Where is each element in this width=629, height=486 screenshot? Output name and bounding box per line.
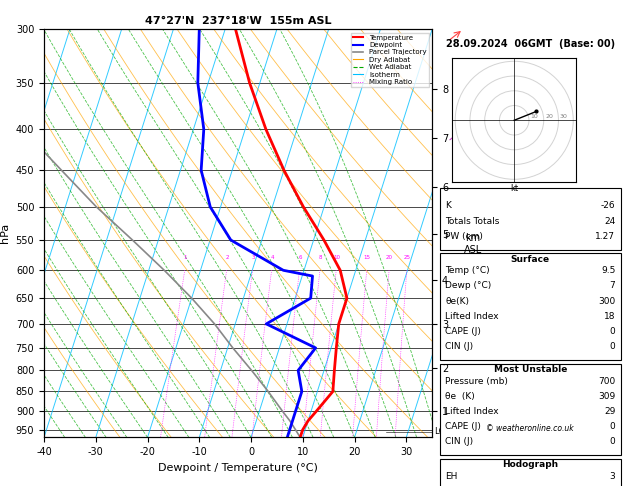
FancyBboxPatch shape <box>440 459 621 486</box>
Text: θe  (K): θe (K) <box>445 392 475 400</box>
Text: 0: 0 <box>610 327 615 336</box>
Legend: Temperature, Dewpoint, Parcel Trajectory, Dry Adiabat, Wet Adiabat, Isotherm, Mi: Temperature, Dewpoint, Parcel Trajectory… <box>351 33 429 87</box>
Text: 3: 3 <box>252 255 255 260</box>
Y-axis label: km
ASL: km ASL <box>464 233 482 255</box>
Text: 18: 18 <box>604 312 615 321</box>
Text: CAPE (J): CAPE (J) <box>445 422 481 431</box>
Text: EH: EH <box>445 472 458 481</box>
Text: Dewp (°C): Dewp (°C) <box>445 281 491 291</box>
Text: Totals Totals: Totals Totals <box>445 217 499 226</box>
Text: Pressure (mb): Pressure (mb) <box>445 377 508 385</box>
Text: Lifted Index: Lifted Index <box>445 312 499 321</box>
Text: 25: 25 <box>404 255 411 260</box>
Text: 9.5: 9.5 <box>601 266 615 276</box>
FancyBboxPatch shape <box>440 364 621 455</box>
Text: 7: 7 <box>610 281 615 291</box>
Text: 300: 300 <box>598 296 615 306</box>
Text: Hodograph: Hodograph <box>502 460 559 469</box>
Text: 0: 0 <box>610 342 615 351</box>
Text: 6: 6 <box>298 255 302 260</box>
Text: 700: 700 <box>598 377 615 385</box>
Text: 10: 10 <box>333 255 340 260</box>
Text: 29: 29 <box>604 407 615 416</box>
Text: 10: 10 <box>530 114 538 119</box>
Text: Surface: Surface <box>511 255 550 263</box>
Title: 47°27'N  237°18'W  155m ASL: 47°27'N 237°18'W 155m ASL <box>145 16 331 26</box>
Text: 24: 24 <box>604 217 615 226</box>
Text: PW (cm): PW (cm) <box>445 232 483 241</box>
Text: K: K <box>445 201 451 210</box>
Text: 30: 30 <box>560 114 568 119</box>
Text: 20: 20 <box>386 255 393 260</box>
Text: 0: 0 <box>610 422 615 431</box>
Text: Lifted Index: Lifted Index <box>445 407 499 416</box>
X-axis label: Dewpoint / Temperature (°C): Dewpoint / Temperature (°C) <box>158 463 318 473</box>
X-axis label: kt: kt <box>510 184 518 192</box>
Text: 3: 3 <box>610 472 615 481</box>
Text: 0: 0 <box>610 437 615 446</box>
Text: 28.09.2024  06GMT  (Base: 00): 28.09.2024 06GMT (Base: 00) <box>446 39 615 50</box>
FancyBboxPatch shape <box>440 189 621 250</box>
Text: Temp (°C): Temp (°C) <box>445 266 490 276</box>
Text: 20: 20 <box>545 114 553 119</box>
Text: Most Unstable: Most Unstable <box>494 364 567 374</box>
Text: 4: 4 <box>270 255 274 260</box>
Text: © weatheronline.co.uk: © weatheronline.co.uk <box>486 424 574 434</box>
Text: 15: 15 <box>364 255 370 260</box>
Text: 309: 309 <box>598 392 615 400</box>
Text: 8: 8 <box>319 255 322 260</box>
Text: 1: 1 <box>184 255 187 260</box>
Text: LCL: LCL <box>434 428 449 436</box>
Text: 1.27: 1.27 <box>595 232 615 241</box>
Y-axis label: hPa: hPa <box>0 223 10 243</box>
Text: CAPE (J): CAPE (J) <box>445 327 481 336</box>
Text: 2: 2 <box>226 255 229 260</box>
Text: θe(K): θe(K) <box>445 296 469 306</box>
Text: CIN (J): CIN (J) <box>445 342 474 351</box>
Text: -26: -26 <box>601 201 615 210</box>
FancyBboxPatch shape <box>440 253 621 360</box>
Text: CIN (J): CIN (J) <box>445 437 474 446</box>
